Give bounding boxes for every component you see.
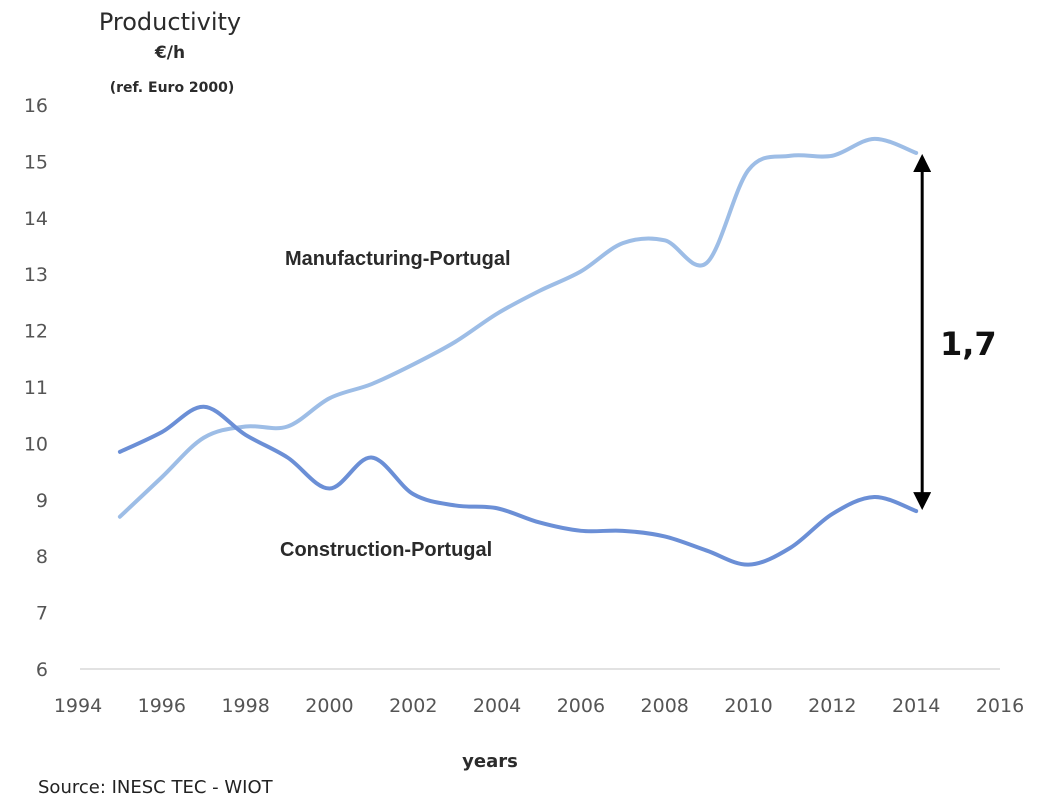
x-axis-ticks: 1994 1996 1998 2000 2002 2004 2006 2008 2010 2012…: [54, 695, 1024, 717]
x-tick-label: 2004: [473, 695, 521, 717]
y-tick-label: 13: [24, 264, 48, 286]
y-tick-label: 11: [24, 377, 48, 399]
x-tick-label: 1996: [138, 695, 186, 717]
series-label-manufacturing: Manufacturing-Portugal: [285, 248, 511, 270]
x-tick-label: 2008: [641, 695, 689, 717]
x-tick-label: 2006: [557, 695, 605, 717]
y-tick-label: 16: [24, 95, 48, 117]
x-tick-label: 2016: [976, 695, 1024, 717]
y-tick-label: 7: [36, 603, 48, 625]
y-axis-unit: €/h: [154, 43, 185, 63]
y-tick-label: 12: [24, 321, 48, 343]
y-axis-ticks: 6 7 8 9 10 11 12 13 14 15 16: [24, 95, 48, 681]
y-axis-reference: (ref. Euro 2000): [110, 80, 235, 96]
x-tick-label: 2010: [724, 695, 772, 717]
source-note: Source: INESC TEC - WIOT: [38, 777, 274, 797]
series-lines: [117, 136, 919, 567]
x-axis-title: years: [462, 751, 518, 772]
y-tick-label: 14: [24, 208, 48, 230]
y-tick-label: 10: [24, 433, 48, 455]
x-tick-label: 2014: [892, 695, 940, 717]
x-tick-label: 1994: [54, 695, 102, 717]
x-tick-label: 2002: [389, 695, 437, 717]
x-tick-label: 2000: [305, 695, 353, 717]
difference-label: 1,7: [940, 325, 997, 363]
x-tick-label: 2012: [808, 695, 856, 717]
y-tick-label: 9: [36, 490, 48, 512]
x-tick-label: 1998: [221, 695, 269, 717]
y-tick-label: 6: [36, 659, 48, 681]
series-line-manufacturing: [117, 136, 919, 519]
y-tick-label: 8: [36, 546, 48, 568]
y-axis-title: Productivity: [99, 8, 241, 36]
y-tick-label: 15: [24, 151, 48, 173]
series-label-construction: Construction-Portugal: [280, 539, 492, 561]
series-line-construction: [117, 404, 919, 567]
